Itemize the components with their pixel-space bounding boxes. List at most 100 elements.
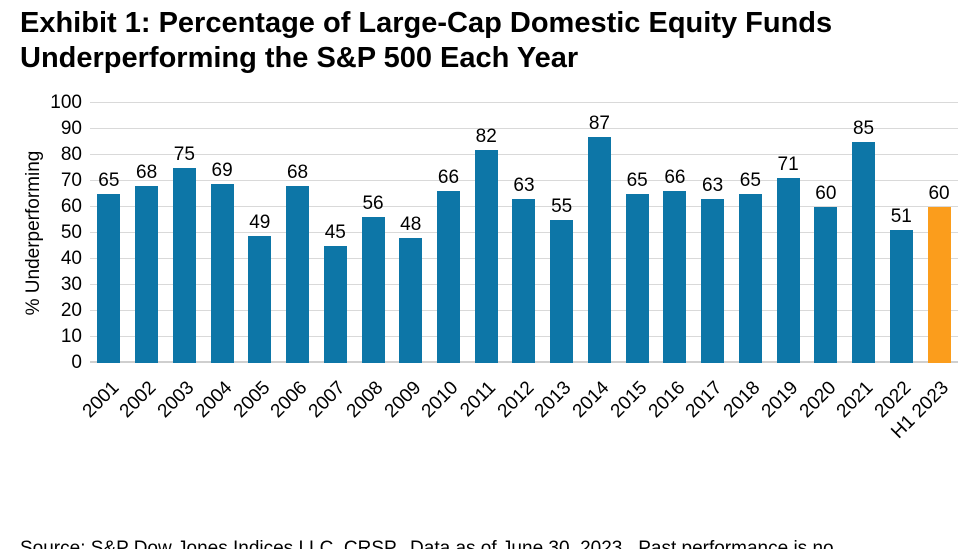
bar-value-label-2005: 49 xyxy=(249,211,271,233)
bar-slot-2021: 85 xyxy=(845,119,883,363)
y-tick-label-80: 80 xyxy=(60,144,82,165)
bar-2008 xyxy=(361,217,385,363)
bar-value-label-2006: 68 xyxy=(286,162,309,184)
x-tick-label-2020: 2020 xyxy=(795,377,841,423)
y-tick-label-50: 50 xyxy=(60,222,82,243)
bar-2022 xyxy=(889,230,913,363)
bar-value-label-2021: 85 xyxy=(852,118,875,139)
x-tick-label-2016: 2016 xyxy=(644,377,690,423)
bar-2002 xyxy=(135,186,159,363)
bar-value-label-2022: 51 xyxy=(890,206,912,228)
x-tick-label-2008: 2008 xyxy=(342,377,388,423)
bar-chart: % Underperforming 0 10 20 30 40 50 60 70 80 90 100… xyxy=(0,90,979,460)
bar-slot-2012: 63 xyxy=(505,176,543,363)
x-tick-label-2018: 2018 xyxy=(719,377,765,423)
bar-value-label-2011: 82 xyxy=(475,125,497,147)
x-tick-label-2017: 2017 xyxy=(682,377,727,423)
x-tick-label-2013: 2013 xyxy=(531,377,576,423)
bar-value-label-2007: 45 xyxy=(324,222,346,243)
bar-slot-2008: 56 xyxy=(354,194,392,363)
bar-slot-2019: 71 xyxy=(769,155,807,363)
bar-value-label-H1 2023: 60 xyxy=(928,183,950,204)
chart-title: Exhibit 1: Percentage of Large-Cap Domes… xyxy=(20,6,832,76)
gridline xyxy=(90,128,958,129)
x-tick-label-2012: 2012 xyxy=(493,377,539,423)
bar-slot-2010: 66 xyxy=(430,168,468,363)
bar-2017 xyxy=(701,199,725,363)
x-tick-label-2019: 2019 xyxy=(757,377,803,423)
bar-2021 xyxy=(852,142,876,363)
source-note-line-1: Source: S&P Dow Jones Indices LLC, CRSP.… xyxy=(20,538,834,549)
bar-slot-2013: 55 xyxy=(543,197,581,363)
bar-2012 xyxy=(512,199,536,363)
bar-value-label-2002: 68 xyxy=(136,162,158,184)
bar-slot-2004: 69 xyxy=(203,159,241,363)
bar-value-label-2016: 66 xyxy=(664,167,686,189)
x-tick-label-2002: 2002 xyxy=(116,377,161,423)
bar-value-label-2004: 69 xyxy=(211,159,233,181)
bar-2010 xyxy=(436,191,460,363)
x-tick-label-2001: 2001 xyxy=(78,377,124,423)
bar-slot-2002: 68 xyxy=(128,163,166,363)
y-tick-label-20: 20 xyxy=(60,300,82,321)
bar-2005 xyxy=(248,235,272,363)
bar-2019 xyxy=(776,178,800,363)
y-tick-label-70: 70 xyxy=(60,170,82,191)
bar-slot-2015: 65 xyxy=(618,171,656,363)
bar-value-label-2009: 48 xyxy=(400,214,422,236)
bar-slot-2009: 48 xyxy=(392,215,430,363)
bar-value-label-2015: 65 xyxy=(626,170,648,191)
x-axis-labels: 2001 2002 2003 2004 2005 2006 2007 2008 2009 2010… xyxy=(78,371,958,456)
bar-slot-2007: 45 xyxy=(316,223,354,363)
x-tick-label-2014: 2014 xyxy=(568,377,614,423)
bar-2004 xyxy=(210,183,234,363)
y-tick-label-0: 0 xyxy=(71,352,82,373)
gridline xyxy=(90,180,958,181)
bar-value-label-2001: 65 xyxy=(98,170,120,191)
bar-2016 xyxy=(663,191,687,363)
bar-slot-2011: 82 xyxy=(467,125,505,363)
bar-slot-2022: 51 xyxy=(882,207,920,363)
x-tick-label-2021: 2021 xyxy=(833,377,878,423)
bar-H1 2023 xyxy=(927,207,951,363)
chart-title-line-2: Underperforming the S&P 500 Each Year xyxy=(20,42,579,74)
x-tick-label-2009: 2009 xyxy=(380,377,425,423)
bar-value-label-2014: 87 xyxy=(588,112,610,134)
y-tick-label-100: 100 xyxy=(50,92,82,113)
x-tick-label-2005: 2005 xyxy=(229,377,274,423)
bar-2020 xyxy=(814,207,838,363)
bar-2007 xyxy=(323,246,347,363)
y-tick-label-40: 40 xyxy=(60,248,82,269)
bar-slot-2001: 65 xyxy=(90,171,128,363)
bar-value-label-2013: 55 xyxy=(551,196,573,217)
x-tick-label-2004: 2004 xyxy=(191,377,237,423)
y-tick-label-10: 10 xyxy=(60,326,82,347)
bar-2018 xyxy=(738,194,762,363)
bar-value-label-2008: 56 xyxy=(362,193,384,215)
bar-slot-2020: 60 xyxy=(807,184,845,363)
y-tick-label-30: 30 xyxy=(60,274,82,295)
bar-value-label-2018: 65 xyxy=(739,170,761,191)
x-tick-label-2015: 2015 xyxy=(606,377,652,423)
bar-slot-2005: 49 xyxy=(241,211,279,363)
bar-value-label-2017: 63 xyxy=(702,175,724,197)
bar-2003 xyxy=(172,168,196,363)
x-tick-label-2011: 2011 xyxy=(456,377,501,422)
bar-slot-2016: 66 xyxy=(656,168,694,363)
chart-title-line-1: Exhibit 1: Percentage of Large-Cap Domes… xyxy=(20,7,833,39)
bar-slot-2017: 63 xyxy=(694,176,732,363)
bar-2009 xyxy=(399,238,423,363)
bars: 65 68 75 69 49 68 45 56 48 66 82 63 55 87 65 66 63 65 71 60… xyxy=(90,103,958,363)
bar-2015 xyxy=(625,194,649,363)
x-tick-label-2003: 2003 xyxy=(153,377,199,423)
bar-slot-2014: 87 xyxy=(581,112,619,363)
bar-value-label-2012: 63 xyxy=(513,175,535,197)
bar-slot-H1 2023: 60 xyxy=(920,184,958,363)
bar-value-label-2019: 71 xyxy=(777,154,799,176)
bar-slot-2006: 68 xyxy=(279,163,317,363)
bar-slot-2003: 75 xyxy=(165,145,203,363)
bar-value-label-2003: 75 xyxy=(173,144,195,165)
bar-slot-2018: 65 xyxy=(731,171,769,363)
bar-2011 xyxy=(474,149,498,363)
bar-2014 xyxy=(587,136,611,363)
